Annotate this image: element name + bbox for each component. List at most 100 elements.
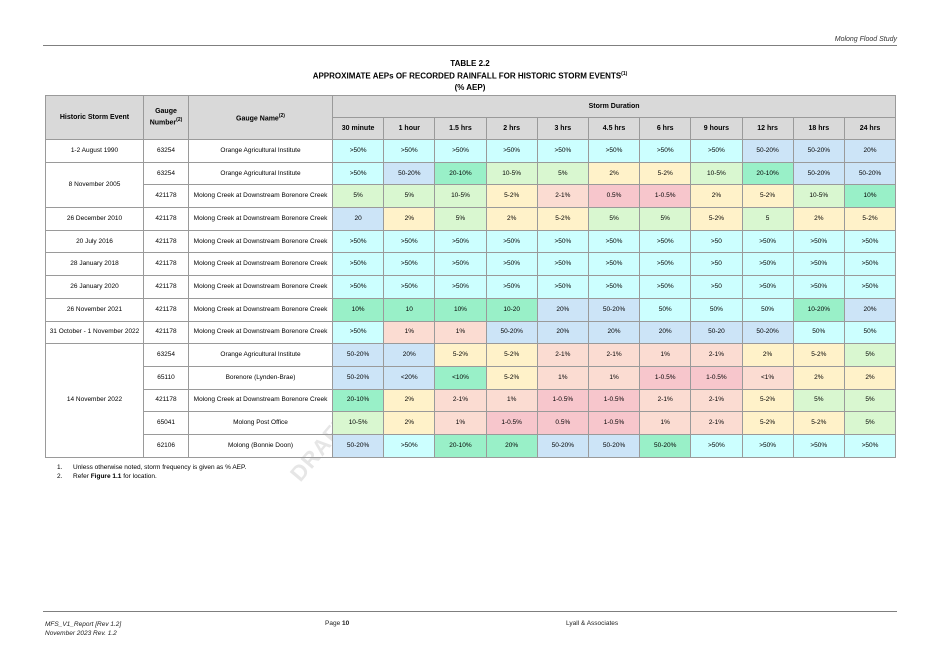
aep-value-cell: 20%	[536, 320, 589, 345]
gauge-name-cell: Molong Post Office	[188, 411, 333, 435]
header-duration: 9 hours	[690, 117, 743, 140]
table-row: 26 November 2021 421178 Molong Creek at Do…	[45, 297, 897, 322]
footer-report: MFS_V1_Report [Rev 1.2]	[45, 621, 122, 628]
aep-value-cell: 10%	[434, 297, 487, 322]
aep-value-cell: 5%	[383, 184, 436, 209]
aep-value-cell: >50%	[536, 252, 589, 277]
aep-value-cell: 5-2%	[485, 343, 538, 367]
gauge-number-cell: 421178	[143, 229, 189, 254]
aep-value-cell: 50%	[792, 320, 845, 345]
aep-value-cell: 10-5%	[434, 184, 487, 209]
aep-value-cell: 1-0.5%	[639, 365, 692, 390]
table-row: 65110 Borenore (Lynden-Brae) 50-20% <20% <10…	[46, 365, 897, 390]
aep-value-cell: >50%	[741, 275, 794, 299]
aep-value-cell: 50%	[741, 297, 794, 322]
aep-value-cell: 10-5%	[690, 161, 743, 186]
aep-value-cell: >50%	[690, 433, 743, 458]
aep-value-cell: 10-5%	[485, 161, 538, 186]
table-caption: APPROXIMATE AEPs OF RECORDED RAINFALL FO…	[312, 71, 628, 81]
footer-page-number: Page 10	[325, 620, 350, 627]
gauge-number-cell: 421178	[143, 207, 189, 231]
aep-value-cell: 1%	[587, 365, 641, 390]
aep-value-cell: >50%	[843, 433, 897, 458]
aep-value-cell: 50%	[639, 297, 692, 322]
note-1: 1. Unless otherwise noted, storm frequenc…	[57, 464, 247, 471]
gauge-number-cell: 421178	[143, 297, 189, 322]
gauge-name-cell: Orange Agricultural Institute	[188, 161, 333, 186]
aep-value-cell: >50%	[434, 229, 487, 254]
gauge-name-cell: Molong Creek at Downstream Borenore Cree…	[188, 207, 333, 231]
aep-value-cell: 20-10%	[434, 433, 487, 458]
aep-value-cell: 50-20%	[639, 433, 692, 458]
aep-value-cell: >50%	[587, 275, 641, 299]
aep-value-cell: >50%	[434, 275, 487, 299]
aep-value-cell: 5-2%	[792, 411, 845, 435]
aep-value-cell: 2%	[587, 161, 641, 186]
aep-value-cell: 20%	[536, 297, 589, 322]
aep-value-cell: >50%	[639, 139, 692, 163]
storm-event-cell: 14 November 2022	[45, 343, 144, 458]
aep-value-cell: 20%	[485, 433, 538, 458]
aep-value-cell: 50-20%	[536, 433, 589, 458]
aep-value-cell: >50%	[792, 433, 845, 458]
table-row: 421178 Molong Creek at Downstream Borenor…	[46, 388, 897, 413]
aep-value-cell: 5%	[536, 161, 589, 186]
aep-value-cell: 10	[383, 297, 436, 322]
aep-value-cell: 10%	[331, 297, 385, 322]
gauge-name-cell: Molong Creek at Downstream Borenore Cree…	[188, 297, 333, 322]
aep-table: Historic Storm Event Gauge Number(2) Gau…	[45, 95, 897, 458]
aep-value-cell: >50%	[639, 275, 692, 299]
aep-value-cell: <1%	[741, 365, 794, 390]
storm-event-cell: 28 January 2018	[45, 252, 144, 277]
aep-value-cell: >50%	[383, 433, 436, 458]
table-row: 28 January 2018 421178 Molong Creek at Dow…	[45, 252, 897, 277]
aep-value-cell: 1-0.5%	[485, 411, 538, 435]
aep-value-cell: 2-1%	[536, 343, 589, 367]
aep-value-cell: >50%	[383, 252, 436, 277]
header-duration: 30 minute	[331, 117, 385, 140]
study-name: Molong Flood Study	[834, 36, 897, 43]
gauge-name-cell: Orange Agricultural Institute	[188, 343, 333, 367]
aep-value-cell: >50%	[331, 139, 385, 163]
gauge-number-cell: 63254	[143, 343, 189, 367]
table-row: 62106 Molong (Bonnie Doon) 50-20% >50% 20-10…	[46, 433, 897, 458]
aep-value-cell: 1%	[383, 320, 436, 345]
note-2: 2. Refer Figure 1.1 for location.	[57, 473, 157, 480]
aep-value-cell: 2%	[690, 184, 743, 209]
figure-reference[interactable]: Figure 1.1	[90, 473, 122, 480]
aep-value-cell: 5%	[843, 388, 897, 413]
aep-value-cell: 2%	[792, 207, 845, 231]
aep-value-cell: >50%	[690, 139, 743, 163]
aep-value-cell: >50%	[485, 252, 538, 277]
header-duration: 6 hrs	[639, 117, 692, 140]
aep-value-cell: >50%	[331, 161, 385, 186]
aep-value-cell: >50%	[741, 433, 794, 458]
table-row: 421178 Molong Creek at Downstream Borenor…	[46, 184, 897, 209]
aep-value-cell: 50-20%	[331, 365, 385, 390]
aep-value-cell: 2-1%	[434, 388, 487, 413]
aep-value-cell: 1%	[536, 365, 589, 390]
aep-value-cell: 10%	[843, 184, 897, 209]
table-row: 65041 Molong Post Office 10-5% 2% 1% 1-0.5% 0.…	[46, 411, 897, 435]
aep-value-cell: >50%	[843, 252, 897, 277]
aep-value-cell: 20%	[843, 139, 897, 163]
gauge-number-cell: 421178	[143, 275, 189, 299]
storm-event-cell: 1-2 August 1990	[45, 139, 144, 163]
table-row: 20 July 2016 421178 Molong Creek at Downst…	[45, 229, 897, 254]
aep-value-cell: >50%	[331, 275, 385, 299]
aep-value-cell: 2%	[741, 343, 794, 367]
aep-value-cell: <20%	[383, 365, 436, 390]
gauge-name-cell: Molong Creek at Downstream Borenore Cree…	[188, 229, 333, 254]
gauge-number-cell: 65110	[143, 365, 189, 390]
aep-value-cell: >50%	[843, 229, 897, 254]
gauge-number-cell: 421178	[143, 252, 189, 277]
aep-value-cell: 2-1%	[690, 411, 743, 435]
aep-value-cell: 20%	[587, 320, 641, 345]
header-duration: 4.5 hrs	[587, 117, 641, 140]
aep-value-cell: 50-20%	[383, 161, 436, 186]
gauge-name-cell: Orange Agricultural Institute	[188, 139, 333, 163]
aep-value-cell: 5-2%	[485, 365, 538, 390]
header-gauge-name: Gauge Name(2)	[188, 95, 333, 140]
aep-value-cell: 20%	[843, 297, 897, 322]
header-duration: 1.5 hrs	[434, 117, 487, 140]
